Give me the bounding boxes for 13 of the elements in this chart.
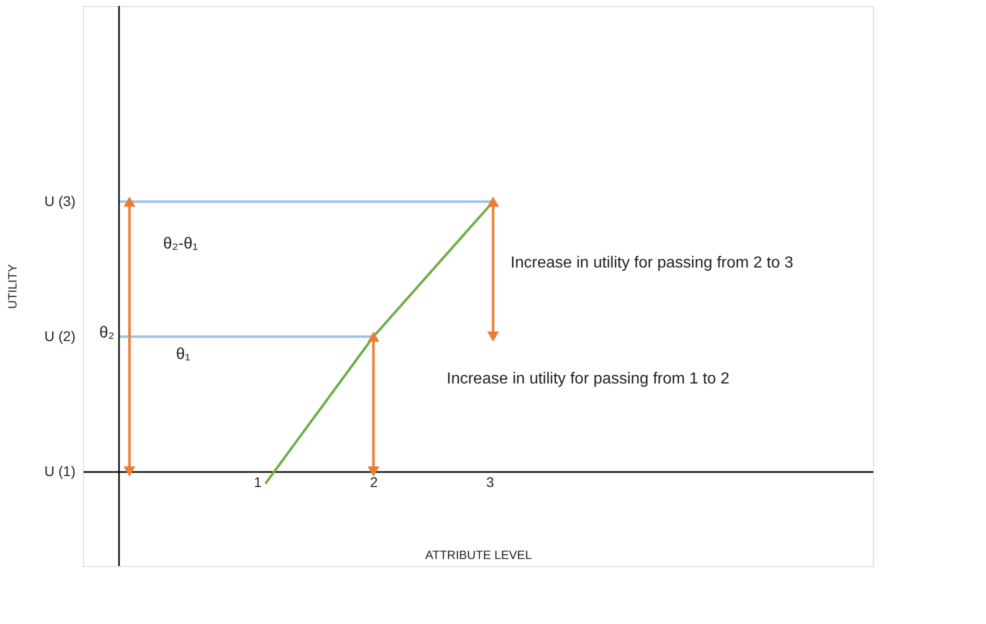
y-tick-label: U (2) [44, 328, 76, 344]
annotation: Increase in utility for passing from 1 to 2 [446, 370, 730, 388]
annotation: Increase in utility for passing from 2 to 3 [510, 254, 794, 272]
x-tick-label: 1 [254, 474, 262, 490]
annotation: θ₂-θ₁ [163, 235, 198, 252]
annotation: θ₂ [99, 324, 114, 342]
x-tick-label: 2 [370, 474, 378, 490]
x-axis-title: ATTRIBUTE LEVEL [425, 548, 532, 562]
annotation: θ₁ [176, 346, 190, 364]
y-tick-label: U (1) [44, 463, 76, 480]
x-tick-label: 3 [486, 474, 494, 490]
y-axis-title: UTILITY [5, 264, 20, 309]
y-tick-label: U (3) [44, 193, 76, 210]
